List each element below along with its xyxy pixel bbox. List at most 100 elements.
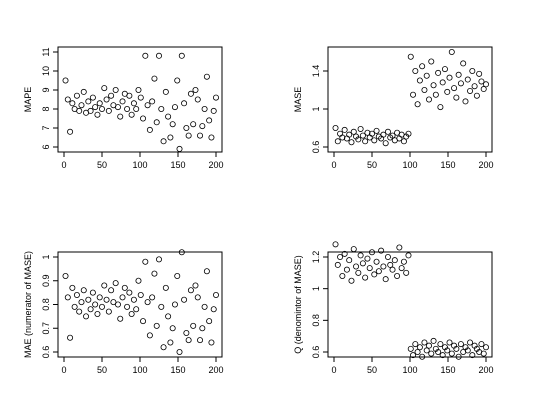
- data-point: [482, 81, 489, 88]
- data-point: [171, 301, 178, 308]
- data-point: [346, 257, 353, 264]
- data-point: [464, 76, 471, 83]
- x-tick-label: 100: [132, 365, 147, 375]
- data-point: [133, 306, 140, 313]
- data-point: [357, 125, 364, 132]
- data-point: [373, 127, 380, 134]
- x-tick-label: 150: [440, 160, 455, 170]
- data-point: [457, 80, 464, 87]
- data-point: [362, 138, 369, 145]
- data-point: [210, 107, 217, 114]
- data-point: [206, 117, 213, 124]
- data-point: [87, 306, 94, 313]
- data-point: [368, 249, 375, 256]
- data-point: [423, 347, 430, 354]
- data-point: [160, 344, 167, 351]
- data-point: [410, 352, 417, 359]
- data-point: [153, 119, 160, 126]
- data-point: [394, 272, 401, 279]
- y-tick-label: 6: [41, 144, 51, 149]
- data-point: [480, 86, 487, 93]
- data-point: [208, 134, 215, 141]
- data-point: [146, 332, 153, 339]
- data-point: [121, 284, 128, 291]
- data-point: [332, 241, 339, 248]
- data-point: [165, 313, 172, 320]
- data-point: [162, 88, 169, 95]
- data-point: [192, 87, 199, 94]
- y-axis-label: MAE (numerator of MASE): [23, 251, 33, 358]
- data-point: [89, 94, 96, 101]
- data-point: [350, 128, 357, 135]
- data-point: [112, 87, 119, 94]
- data-point: [407, 345, 414, 352]
- data-point: [414, 348, 421, 355]
- data-point: [101, 85, 108, 92]
- data-point: [174, 77, 181, 84]
- data-point: [176, 145, 183, 152]
- data-point: [199, 325, 206, 332]
- data-point: [165, 113, 172, 120]
- data-point: [412, 341, 419, 348]
- data-point: [430, 337, 437, 344]
- x-tick-label: 200: [208, 365, 223, 375]
- data-point: [83, 313, 90, 320]
- y-tick-label: 8: [41, 106, 51, 111]
- data-point: [151, 270, 158, 277]
- data-point: [478, 78, 485, 85]
- data-point: [171, 104, 178, 111]
- data-point: [368, 130, 375, 137]
- data-point: [371, 271, 378, 278]
- data-point: [469, 68, 476, 75]
- data-point: [480, 350, 487, 357]
- data-point: [337, 253, 344, 260]
- data-point: [425, 96, 432, 103]
- data-point: [435, 348, 442, 355]
- data-point: [167, 339, 174, 346]
- data-points: [62, 52, 219, 152]
- data-point: [133, 106, 140, 113]
- y-tick-label: 0.8: [311, 314, 321, 327]
- data-point: [67, 128, 74, 135]
- data-point: [382, 140, 389, 147]
- data-point: [130, 100, 137, 107]
- data-point: [201, 106, 208, 113]
- data-point: [469, 352, 476, 359]
- data-point: [444, 347, 451, 354]
- data-point: [423, 72, 430, 79]
- data-point: [460, 60, 467, 67]
- data-point: [85, 296, 92, 303]
- data-point: [190, 322, 197, 329]
- data-point: [137, 94, 144, 101]
- data-point: [176, 348, 183, 355]
- data-point: [453, 94, 460, 101]
- panel-3: 0 50 100 150 200 0.6 0.7 0.8 0.9 1 MAE (numerator …: [23, 249, 224, 375]
- data-point: [187, 90, 194, 97]
- data-point: [428, 350, 435, 357]
- y-tick-label: 0.8: [41, 298, 51, 311]
- data-point: [382, 276, 389, 283]
- data-point: [210, 306, 217, 313]
- data-point: [169, 325, 176, 332]
- data-point: [149, 294, 156, 301]
- data-point: [108, 287, 115, 294]
- data-point: [85, 98, 92, 105]
- data-point: [183, 125, 190, 132]
- data-point: [380, 263, 387, 270]
- y-tick-label: 1.4: [311, 65, 321, 78]
- data-point: [212, 94, 219, 101]
- data-point: [366, 265, 373, 272]
- data-point: [396, 244, 403, 251]
- data-point: [389, 266, 396, 273]
- data-point: [359, 260, 366, 267]
- data-point: [108, 92, 115, 99]
- y-axis-label: MASE: [293, 87, 303, 113]
- data-point: [362, 274, 369, 281]
- x-tick-label: 50: [367, 160, 377, 170]
- data-point: [192, 282, 199, 289]
- y-tick-label: 0.6: [311, 346, 321, 359]
- data-points: [332, 241, 489, 360]
- data-point: [421, 87, 428, 94]
- data-point: [69, 100, 76, 107]
- data-point: [199, 123, 206, 130]
